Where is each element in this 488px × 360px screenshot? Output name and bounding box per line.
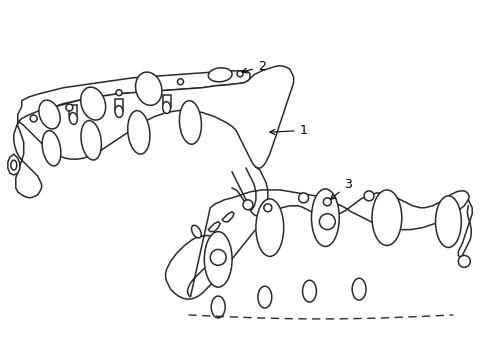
Ellipse shape [11,160,17,170]
Polygon shape [208,222,220,231]
Circle shape [364,191,373,201]
Polygon shape [222,212,234,222]
Ellipse shape [311,189,339,247]
Circle shape [298,193,308,203]
Polygon shape [14,122,41,198]
Circle shape [237,71,243,77]
Ellipse shape [163,102,170,113]
Ellipse shape [127,111,150,154]
Circle shape [30,115,37,122]
Circle shape [319,214,335,230]
Ellipse shape [69,113,77,125]
Ellipse shape [81,87,105,120]
Polygon shape [18,66,293,168]
Text: 1: 1 [269,124,307,137]
Ellipse shape [191,225,201,238]
Ellipse shape [371,190,401,246]
Polygon shape [18,71,249,122]
Polygon shape [115,99,122,111]
Ellipse shape [42,131,61,166]
Circle shape [66,104,73,111]
Ellipse shape [204,231,232,287]
Ellipse shape [255,199,283,256]
Ellipse shape [115,105,122,117]
Ellipse shape [257,286,271,308]
Ellipse shape [211,296,224,318]
Circle shape [264,204,271,212]
Circle shape [243,200,252,210]
Ellipse shape [435,196,460,247]
Circle shape [177,79,183,85]
Ellipse shape [39,100,60,129]
Ellipse shape [302,280,316,302]
Polygon shape [8,154,20,175]
Circle shape [323,198,331,206]
Circle shape [116,90,122,96]
Ellipse shape [351,278,366,300]
Ellipse shape [208,68,232,82]
Polygon shape [163,95,170,107]
Text: 2: 2 [242,60,265,73]
Ellipse shape [81,121,101,160]
Circle shape [457,255,469,267]
Polygon shape [69,105,77,117]
Circle shape [210,249,225,265]
Text: 3: 3 [330,179,351,199]
Polygon shape [165,190,468,299]
Ellipse shape [135,72,162,105]
Ellipse shape [179,101,201,144]
